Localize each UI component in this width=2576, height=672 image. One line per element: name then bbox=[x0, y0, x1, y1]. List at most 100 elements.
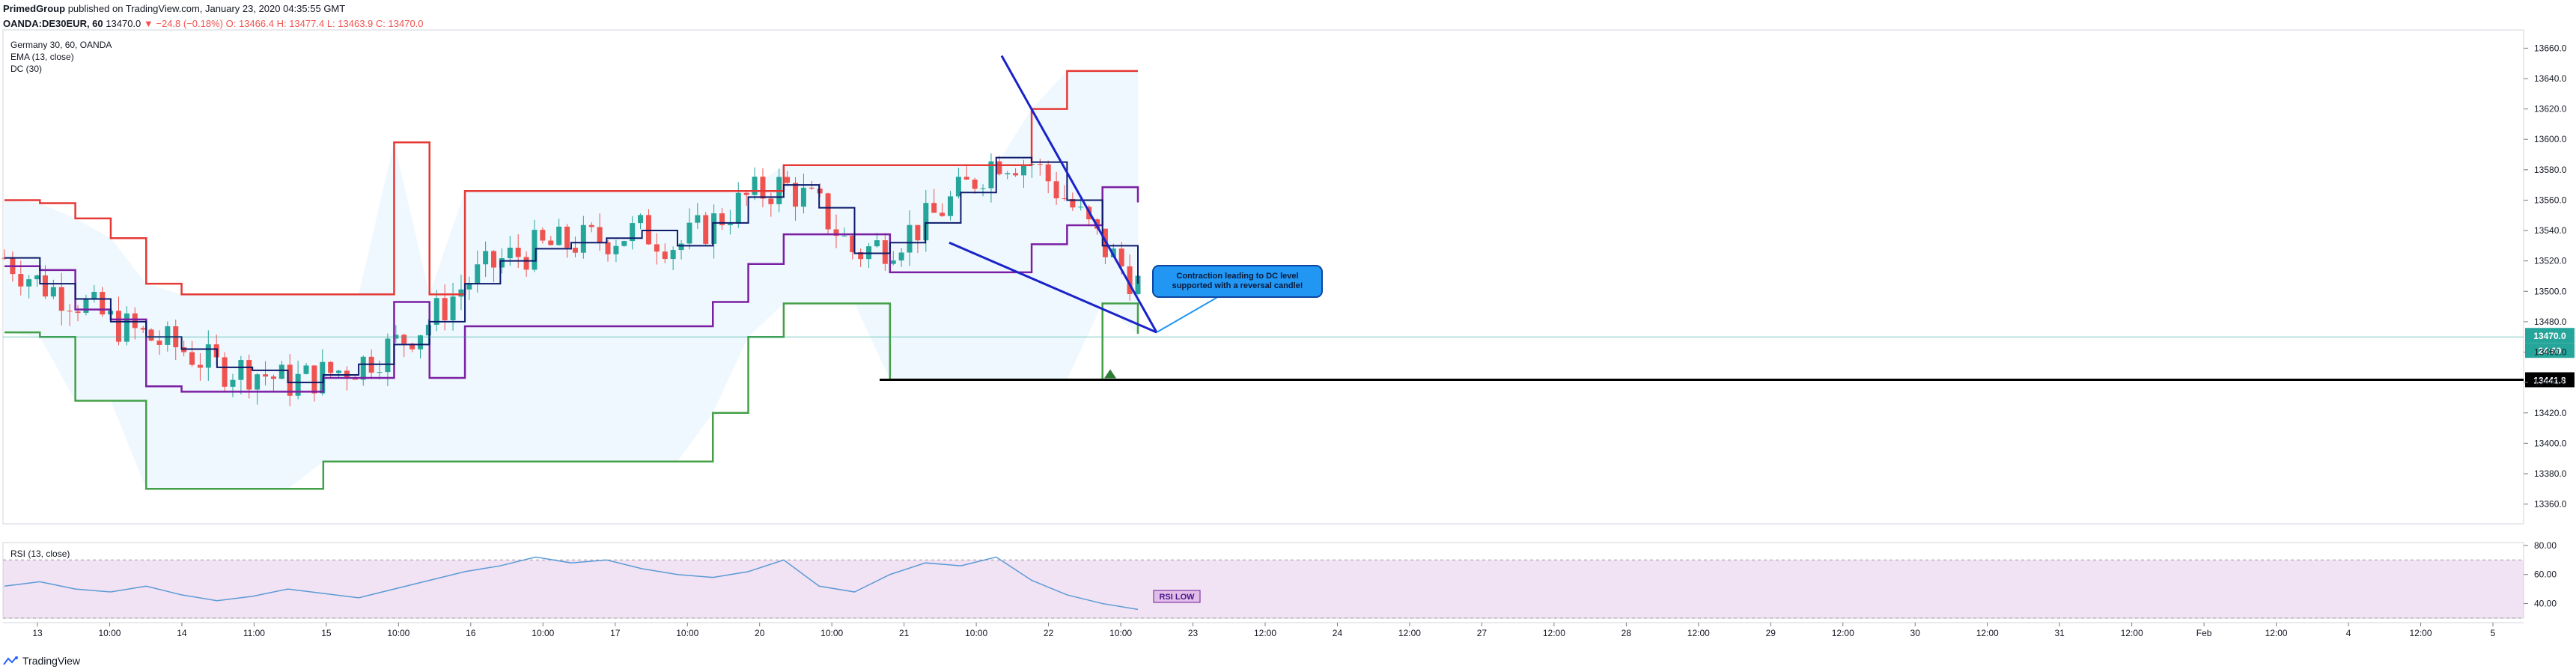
candle-body bbox=[75, 311, 81, 314]
candle-body bbox=[735, 192, 741, 224]
candle-body bbox=[947, 196, 953, 216]
candle-body bbox=[483, 251, 489, 265]
candle-body bbox=[988, 161, 994, 189]
ema-legend[interactable]: EMA (13, close) bbox=[10, 52, 74, 62]
time-tick-label: 21 bbox=[899, 628, 910, 638]
time-tick-label: 10:00 bbox=[387, 628, 409, 638]
candle-body bbox=[58, 287, 64, 311]
candle-body bbox=[458, 289, 464, 297]
candle-body bbox=[450, 296, 456, 321]
candle-body bbox=[295, 373, 301, 396]
time-tick-label: 12:00 bbox=[1543, 628, 1565, 638]
ema-line bbox=[4, 156, 1139, 384]
time-tick-label: 10:00 bbox=[965, 628, 987, 638]
candle-body bbox=[874, 240, 880, 247]
current-price-tag: 13470.0 bbox=[2533, 331, 2566, 341]
price-axis: 13360.0 13380.0 13400.0 13420.0 13440.0 13460… bbox=[2524, 43, 2567, 609]
candle-body bbox=[548, 240, 554, 245]
time-tick-label: 29 bbox=[1766, 628, 1776, 638]
candle-body bbox=[825, 193, 831, 230]
candle-body bbox=[222, 357, 228, 387]
price-tick-label: 13580.0 bbox=[2534, 165, 2567, 175]
candle-body bbox=[1037, 164, 1043, 165]
indicator-lines bbox=[4, 70, 1139, 490]
callout-pointer bbox=[1156, 290, 1228, 333]
current-price-tag-bg bbox=[2525, 328, 2575, 343]
candle-body bbox=[507, 248, 513, 259]
candle-body bbox=[336, 370, 342, 373]
candle-body bbox=[26, 279, 32, 287]
candle-body bbox=[711, 213, 717, 244]
candle-body bbox=[890, 260, 896, 264]
time-tick-label: 12:00 bbox=[1976, 628, 1999, 638]
candle-body bbox=[809, 187, 814, 189]
reversal-marker-icon bbox=[1104, 369, 1116, 379]
candle-body bbox=[328, 361, 334, 373]
candle-body bbox=[523, 257, 529, 270]
level-price-tag-bg bbox=[2525, 372, 2575, 388]
candle-body bbox=[1013, 173, 1019, 176]
ohlc-low: L: 13463.9 bbox=[326, 18, 374, 29]
time-tick-label: 11:00 bbox=[243, 628, 265, 638]
trendline-upper bbox=[1000, 55, 1158, 333]
chart-title[interactable]: Germany 30, 60, OANDA bbox=[10, 40, 112, 50]
candle-body bbox=[564, 226, 570, 248]
dc-legend[interactable]: DC (30) bbox=[10, 64, 43, 74]
time-tick-label: 12:00 bbox=[1832, 628, 1854, 638]
time-tick-label: 12:00 bbox=[2410, 628, 2432, 638]
candle-body bbox=[1070, 198, 1076, 208]
candle-body bbox=[1005, 173, 1011, 174]
candle-body bbox=[597, 227, 603, 242]
candle-body bbox=[613, 245, 619, 254]
donchian-upper-line bbox=[4, 70, 1138, 296]
author-name[interactable]: PrimedGroup bbox=[3, 3, 66, 14]
footer[interactable]: TradingView bbox=[3, 653, 80, 669]
candle-body bbox=[931, 203, 937, 213]
candle-body bbox=[907, 224, 913, 253]
candle-body bbox=[695, 215, 701, 223]
candle-body bbox=[91, 292, 97, 299]
candle-body bbox=[996, 161, 1002, 174]
time-tick-label: 12:00 bbox=[1254, 628, 1276, 638]
time-tick-label: 12:00 bbox=[1398, 628, 1421, 638]
price-tick-label: 13540.0 bbox=[2534, 225, 2567, 236]
main-pane-border bbox=[2, 29, 2524, 525]
candle-body bbox=[580, 224, 586, 253]
candle-body bbox=[124, 313, 130, 342]
candle-body bbox=[42, 275, 48, 297]
candle-body bbox=[377, 372, 383, 373]
time-tick-label: 30 bbox=[1910, 628, 1921, 638]
ohlc-open: O: 13466.4 bbox=[225, 18, 274, 29]
candle-body bbox=[1062, 198, 1068, 200]
candle-body bbox=[140, 328, 146, 330]
candle-body bbox=[980, 188, 986, 189]
candle-body bbox=[654, 244, 660, 252]
callout-text-line2: supported with a reversal candle! bbox=[1172, 281, 1303, 290]
time-tick-label: 12:00 bbox=[1687, 628, 1710, 638]
candle-body bbox=[743, 192, 749, 195]
price-tick-label: 13600.0 bbox=[2534, 134, 2567, 144]
ohlc-close: C: 13470.0 bbox=[375, 18, 424, 29]
time-tick-label: 17 bbox=[610, 628, 621, 638]
donchian-shade bbox=[4, 70, 1138, 489]
time-tick-label: 5 bbox=[2491, 628, 2496, 638]
time-tick-label: 12:00 bbox=[2265, 628, 2288, 638]
candle-body bbox=[588, 224, 594, 227]
candle-body bbox=[156, 340, 162, 345]
candle-body bbox=[442, 298, 448, 321]
candle-body bbox=[18, 274, 24, 287]
rsi-legend[interactable]: RSI (13, close) bbox=[10, 549, 70, 559]
candle-body bbox=[303, 365, 309, 374]
rsi-low-box bbox=[1153, 590, 1201, 603]
level-price-tag: 13441.8 bbox=[2533, 375, 2566, 385]
footer-brand: TradingView bbox=[22, 655, 81, 667]
candle-body bbox=[923, 203, 929, 241]
time-tick-label: 10:00 bbox=[532, 628, 554, 638]
candle-body bbox=[621, 241, 627, 246]
time-tick-label: 12:00 bbox=[2121, 628, 2143, 638]
candle-body bbox=[83, 299, 89, 314]
rsi-low-label: RSI LOW bbox=[1159, 593, 1195, 602]
candle-body bbox=[491, 251, 497, 268]
drawings: Contraction leading to DC levelsupported… bbox=[3, 55, 2575, 388]
